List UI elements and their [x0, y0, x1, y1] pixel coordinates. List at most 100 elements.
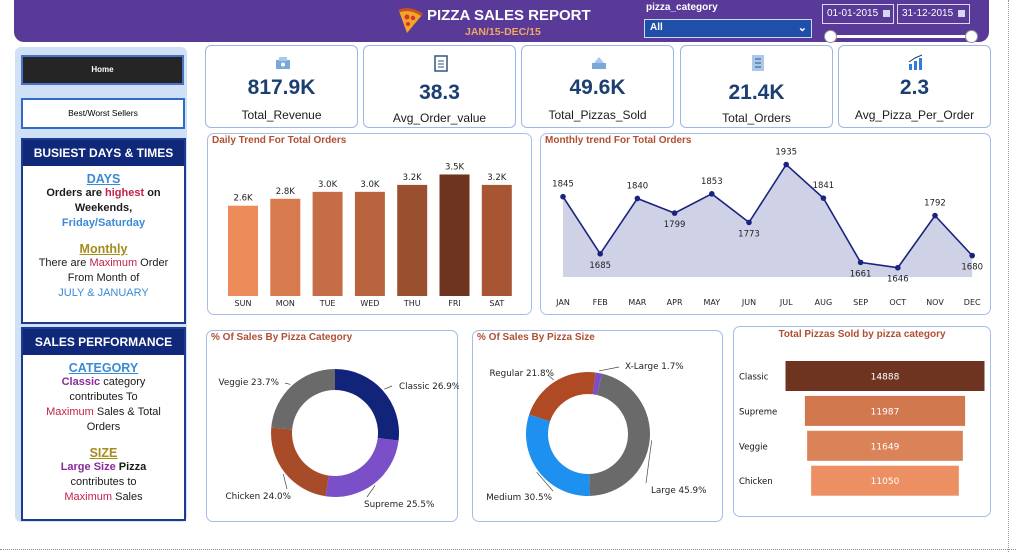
report-title: PIZZA SALES REPORT: [427, 7, 591, 24]
daily-bar-label: 3.0K: [360, 180, 380, 190]
category-slicer-label: pizza_category: [646, 2, 718, 13]
bar-chart-icon: [908, 54, 923, 70]
category-donut-chart: Classic 26.9% Supreme 25.5% Chicken 24.0% V…: [218, 369, 459, 510]
daily-bar: [397, 184, 428, 296]
category-slicer-dropdown[interactable]: All ⌄: [644, 19, 812, 38]
monthly-area-fill: [563, 164, 973, 277]
monthly-point: [857, 259, 864, 266]
clipboard-icon: [434, 55, 448, 72]
donut-slice: [589, 373, 650, 496]
funnel-value-label: 11050: [871, 477, 900, 487]
monthly-value-label: 1773: [738, 229, 760, 239]
funnel-category-label: Supreme: [739, 407, 777, 417]
calendar-icon: [958, 9, 966, 17]
size-line-3: Maximum Sales: [64, 491, 143, 503]
kpi-value: 38.3: [419, 81, 460, 104]
donut-slice: [592, 372, 602, 396]
date-start-value: 01-01-2015: [827, 8, 879, 19]
category-title: CATEGORY: [68, 361, 139, 375]
busiest-days-heading: BUSIEST DAYS & TIMES: [23, 140, 184, 166]
donut-leader-line: [536, 471, 554, 492]
pizzas-by-category-funnel: 14888 Classic 11987 Supreme 11649 Veggie 11050…: [739, 361, 985, 496]
daily-x-tick: THU: [403, 299, 421, 308]
size-sales-title: % Of Sales By Pizza Size: [477, 332, 595, 343]
donut-slice-label: Regular 21.8%: [490, 369, 554, 379]
monthly-x-tick: OCT: [889, 298, 906, 307]
daily-bar-label: 2.8K: [276, 187, 296, 197]
monthly-trend-card: Monthly trend For Total Orders 1845 JAN 16…: [540, 133, 991, 315]
donut-slice: [335, 369, 399, 441]
donut-slice-label: Veggie 23.7%: [218, 378, 279, 388]
monthly-point: [709, 191, 715, 197]
daily-x-tick: MON: [276, 299, 295, 308]
date-range-end-handle[interactable]: [965, 30, 978, 43]
pizza-slice-icon: [398, 8, 423, 33]
monthly-point: [746, 219, 752, 226]
monthly-value-label: 1799: [664, 220, 686, 230]
funnel-bar: [807, 430, 963, 461]
monthly-value-label: 1840: [627, 181, 649, 191]
monthly-x-tick: APR: [667, 298, 683, 307]
category-sales-card: % Of Sales By Pizza Category Classic 26.…: [206, 330, 459, 522]
monthly-line-1: There are Maximum Order: [38, 257, 169, 269]
kpi-label: Total_Pizzas_Sold: [548, 108, 647, 122]
size-line-1: Large Size Pizza: [60, 461, 147, 473]
donut-slice-label: Medium 30.5%: [486, 493, 552, 503]
monthly-trend-chart: 1845 JAN 1685 FEB 1840 MAR 1799 APR 1853 MAY 1773 J…: [552, 148, 983, 307]
donut-slice: [529, 372, 596, 422]
monthly-point: [634, 195, 641, 202]
days-line-2: Weekends,: [74, 202, 133, 214]
date-end-value: 31-12-2015: [902, 8, 954, 19]
donut-slice: [271, 369, 335, 430]
kpi-total-orders: 21.4K Total_Orders: [680, 45, 833, 128]
kpi-label: Avg_Pizza_Per_Order: [854, 108, 975, 122]
date-range-start-handle[interactable]: [824, 30, 837, 43]
funnel-value-label: 11649: [871, 442, 900, 452]
size-donut-chart: X-Large 1.7% Large 45.9% Medium 30.5% Regul…: [486, 362, 707, 503]
daily-x-tick: FRI: [448, 299, 461, 308]
funnel-category-label: Chicken: [739, 477, 773, 487]
kpi-total-revenue: 817.9K Total_Revenue: [205, 45, 358, 128]
monthly-point: [560, 193, 566, 200]
monthly-point: [783, 161, 789, 168]
kpi-total-pizzas-sold: 49.6K Total_Pizzas_Sold: [521, 45, 674, 128]
date-start-input[interactable]: 01-01-2015: [822, 4, 894, 24]
kpi-value: 21.4K: [728, 81, 785, 104]
pizzas-by-category-title: Total Pizzas Sold by pizza category: [778, 329, 946, 340]
daily-bar-label: 3.2K: [487, 173, 507, 183]
receipt-icon: [752, 55, 764, 71]
monthly-title: Monthly: [79, 242, 128, 256]
daily-trend-chart: 2.6K SUN 2.8K MON 3.0K TUE 3.0K WED 3.2K THU 3.5K F…: [228, 162, 512, 308]
monthly-trend-title: Monthly trend For Total Orders: [545, 135, 692, 146]
daily-bar: [354, 191, 385, 296]
sales-performance-heading: SALES PERFORMANCE: [23, 329, 184, 355]
monthly-x-tick: SEP: [853, 298, 868, 307]
date-range-slider-track: [830, 35, 972, 38]
days-title: DAYS: [86, 172, 121, 186]
daily-bar: [439, 174, 470, 296]
size-line-2: contributes to: [70, 476, 137, 488]
monthly-x-tick: FEB: [593, 298, 608, 307]
kpi-label: Avg_Order_value: [392, 111, 487, 125]
monthly-value-label: 1935: [775, 148, 797, 158]
monthly-value-label: 1792: [924, 199, 946, 209]
donut-slice: [271, 427, 329, 497]
calendar-icon: [883, 9, 891, 17]
monthly-x-tick: MAY: [703, 298, 720, 307]
canvas-border: [1008, 0, 1009, 552]
money-icon: [276, 57, 290, 69]
best-worst-sellers-button[interactable]: Best/Worst Sellers: [21, 98, 185, 129]
date-end-input[interactable]: 31-12-2015: [897, 4, 970, 24]
home-button[interactable]: Home: [21, 55, 184, 85]
daily-trend-title: Daily Trend For Total Orders: [212, 135, 347, 146]
daily-x-tick: TUE: [319, 299, 336, 308]
daily-bar-label: 3.5K: [445, 162, 465, 172]
donut-slice-label: Large 45.9%: [651, 486, 707, 496]
kpi-avg-pizza-per-order: 2.3 Avg_Pizza_Per_Order: [838, 45, 991, 128]
size-title: SIZE: [89, 446, 118, 460]
busiest-days-card: BUSIEST DAYS & TIMES DAYS Orders are hig…: [21, 138, 186, 324]
kpi-value: 817.9K: [247, 76, 316, 99]
report-period: JAN/15-DEC/15: [465, 26, 541, 38]
daily-trend-card: Daily Trend For Total Orders 2.6K SUN 2.8K…: [207, 133, 532, 315]
kpi-value: 2.3: [899, 76, 930, 99]
